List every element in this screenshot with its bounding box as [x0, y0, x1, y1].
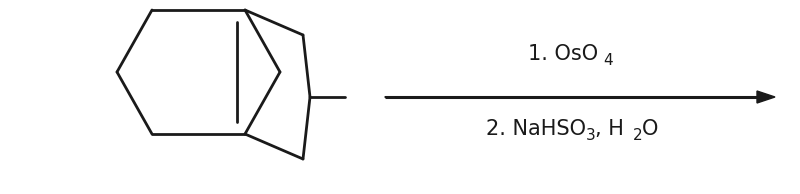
Text: O: O [642, 119, 658, 139]
Text: 4: 4 [603, 53, 613, 68]
Text: 1. OsO: 1. OsO [528, 44, 598, 64]
Text: 2. NaHSO: 2. NaHSO [486, 119, 586, 139]
Text: 3: 3 [586, 128, 595, 143]
Text: , H: , H [595, 119, 624, 139]
FancyArrow shape [385, 91, 775, 103]
Text: 2: 2 [633, 128, 642, 143]
